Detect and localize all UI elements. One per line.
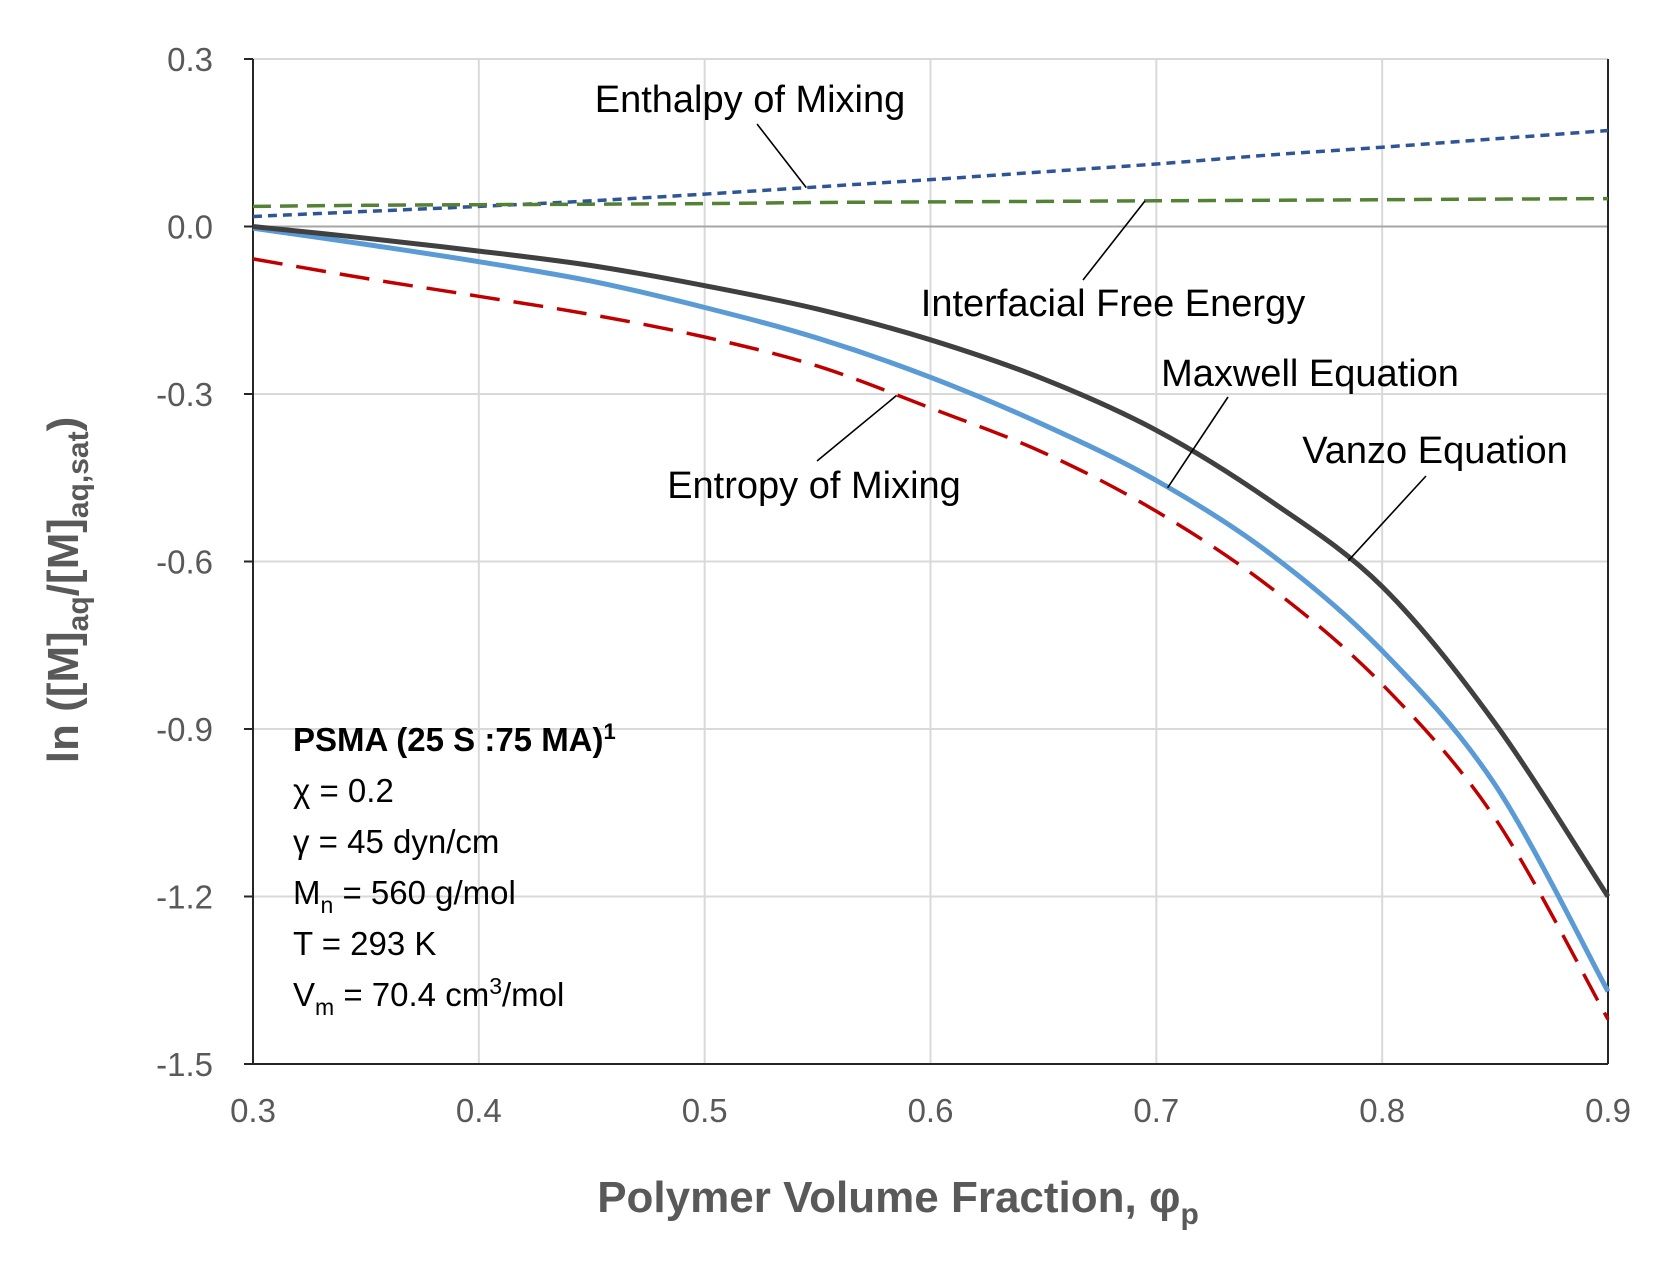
leader-vanzo-equation — [1347, 475, 1427, 562]
series-line-interfacial-free-energy — [252, 196, 1609, 209]
x-tick-label-0-7: 0.7 — [1133, 1092, 1179, 1129]
x-tick-labels: 0.3 0.4 0.5 0.6 0.7 0.8 0.9 — [230, 1092, 1631, 1129]
y-tick-label-0-0: 0.0 — [167, 209, 213, 246]
annotation-enthalpy-of-mixing: Enthalpy of Mixing — [595, 79, 906, 121]
grid — [252, 58, 1609, 1065]
y-tick-label-0-3: -0.3 — [156, 376, 213, 413]
x-tick-label-0-6: 0.6 — [908, 1092, 954, 1129]
x-tick-label-0-3: 0.3 — [230, 1092, 276, 1129]
annotations: Enthalpy of Mixing Interfacial Free Energ… — [595, 79, 1568, 507]
y-tick-label-1-5: -1.5 — [156, 1046, 213, 1083]
info-temp: T = 293 K — [293, 925, 436, 962]
annotation-entropy-of-mixing: Entropy of Mixing — [667, 465, 961, 507]
x-tick-label-0-4: 0.4 — [456, 1092, 502, 1129]
leader-enthalpy-of-mixing — [756, 123, 807, 189]
series-line-entropy-of-mixing — [252, 257, 1610, 1021]
leader-entropy-of-mixing — [816, 394, 898, 462]
y-tick-label-0-6: -0.6 — [156, 544, 213, 581]
series-line-vanzo-equation — [252, 224, 1611, 898]
leader-maxwell-equation — [1166, 396, 1229, 489]
y-axis-title: ln ([M]aq/[M]aq,sat) — [39, 417, 95, 764]
annotation-maxwell-equation: Maxwell Equation — [1161, 353, 1459, 395]
info-chi: χ = 0.2 — [293, 772, 394, 809]
annotation-interfacial-free-energy: Interfacial Free Energy — [921, 283, 1305, 325]
x-tick-label-0-8: 0.8 — [1359, 1092, 1405, 1129]
y-tick-label-0-3: 0.3 — [167, 41, 213, 78]
y-tick-label-1-2: -1.2 — [156, 879, 213, 916]
x-tick-label-0-9: 0.9 — [1585, 1092, 1631, 1129]
annotation-vanzo-equation: Vanzo Equation — [1302, 430, 1568, 472]
info-gamma: γ = 45 dyn/cm — [293, 823, 499, 860]
info-vm: Vm = 70.4 cm3/mol — [293, 973, 564, 1020]
y-tick-labels: 0.3 0.0 -0.3 -0.6 -0.9 -1.2 -1.5 — [156, 41, 213, 1083]
x-axis-title: Polymer Volume Fraction, φp — [597, 1173, 1199, 1231]
info-mn: Mn = 560 g/mol — [293, 874, 516, 918]
info-title: PSMA (25 S :75 MA)1 — [293, 719, 616, 758]
leader-interfacial-free-energy — [1082, 200, 1146, 281]
series-lines — [252, 128, 1611, 1021]
x-tick-label-0-5: 0.5 — [682, 1092, 728, 1129]
series-line-maxwell-equation — [252, 225, 1611, 993]
info-box: PSMA (25 S :75 MA)1 χ = 0.2 γ = 45 dyn/c… — [293, 719, 616, 1020]
y-tick-label-0-9: -0.9 — [156, 711, 213, 748]
annotation-leaders — [756, 123, 1427, 562]
